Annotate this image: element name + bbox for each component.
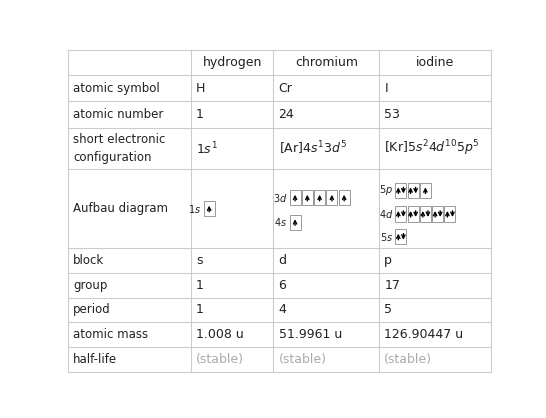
Bar: [408, 183, 419, 198]
Text: atomic symbol: atomic symbol: [73, 82, 160, 94]
Text: short electronic
configuration: short electronic configuration: [73, 133, 165, 164]
Text: 3$\mathit{d}$: 3$\mathit{d}$: [273, 192, 287, 204]
Bar: [327, 190, 337, 206]
Text: (stable): (stable): [384, 353, 432, 366]
Text: half-life: half-life: [73, 353, 117, 366]
Bar: [302, 190, 313, 206]
Bar: [339, 190, 349, 206]
Text: 17: 17: [384, 279, 400, 292]
Text: hydrogen: hydrogen: [203, 56, 262, 69]
Text: 5$\mathit{p}$: 5$\mathit{p}$: [379, 184, 393, 197]
Text: (stable): (stable): [278, 353, 327, 366]
Bar: [395, 206, 406, 222]
Text: block: block: [73, 254, 105, 267]
Text: p: p: [384, 254, 392, 267]
Bar: [204, 201, 215, 217]
Text: (stable): (stable): [196, 353, 244, 366]
Text: 1: 1: [196, 279, 204, 292]
Bar: [420, 183, 431, 198]
Bar: [408, 206, 419, 222]
Text: [Ar]4$s^1$3$d^5$: [Ar]4$s^1$3$d^5$: [278, 140, 347, 157]
Bar: [395, 229, 406, 245]
Text: atomic mass: atomic mass: [73, 328, 149, 342]
Text: 1$\mathit{s}$: 1$\mathit{s}$: [188, 203, 201, 215]
Text: Aufbau diagram: Aufbau diagram: [73, 202, 168, 215]
Bar: [395, 183, 406, 198]
Text: 4: 4: [278, 303, 287, 316]
Text: H: H: [196, 82, 205, 94]
Text: 5: 5: [384, 303, 393, 316]
Text: 51.9961 u: 51.9961 u: [278, 328, 342, 342]
Bar: [289, 190, 300, 206]
Text: period: period: [73, 303, 111, 316]
Text: 4$\mathit{d}$: 4$\mathit{d}$: [379, 208, 393, 220]
Text: I: I: [384, 82, 388, 94]
Text: atomic number: atomic number: [73, 108, 164, 121]
Text: chromium: chromium: [295, 56, 358, 69]
Text: d: d: [278, 254, 287, 267]
Text: 6: 6: [278, 279, 287, 292]
Text: 5$\mathit{s}$: 5$\mathit{s}$: [380, 231, 393, 243]
Text: 1: 1: [196, 108, 204, 121]
Bar: [444, 206, 455, 222]
Text: s: s: [196, 254, 203, 267]
Bar: [289, 214, 300, 230]
Text: 1: 1: [196, 303, 204, 316]
Text: iodine: iodine: [416, 56, 454, 69]
Text: [Kr]5$s^2$4$d^{10}$5$p^5$: [Kr]5$s^2$4$d^{10}$5$p^5$: [384, 139, 480, 158]
Text: Cr: Cr: [278, 82, 293, 94]
Bar: [432, 206, 443, 222]
Bar: [314, 190, 325, 206]
Text: 1$s^1$: 1$s^1$: [196, 140, 218, 157]
Text: 24: 24: [278, 108, 294, 121]
Text: group: group: [73, 279, 108, 292]
Text: 53: 53: [384, 108, 400, 121]
Bar: [420, 206, 431, 222]
Text: 4$\mathit{s}$: 4$\mathit{s}$: [274, 216, 287, 228]
Text: 1.008 u: 1.008 u: [196, 328, 244, 342]
Text: 126.90447 u: 126.90447 u: [384, 328, 464, 342]
